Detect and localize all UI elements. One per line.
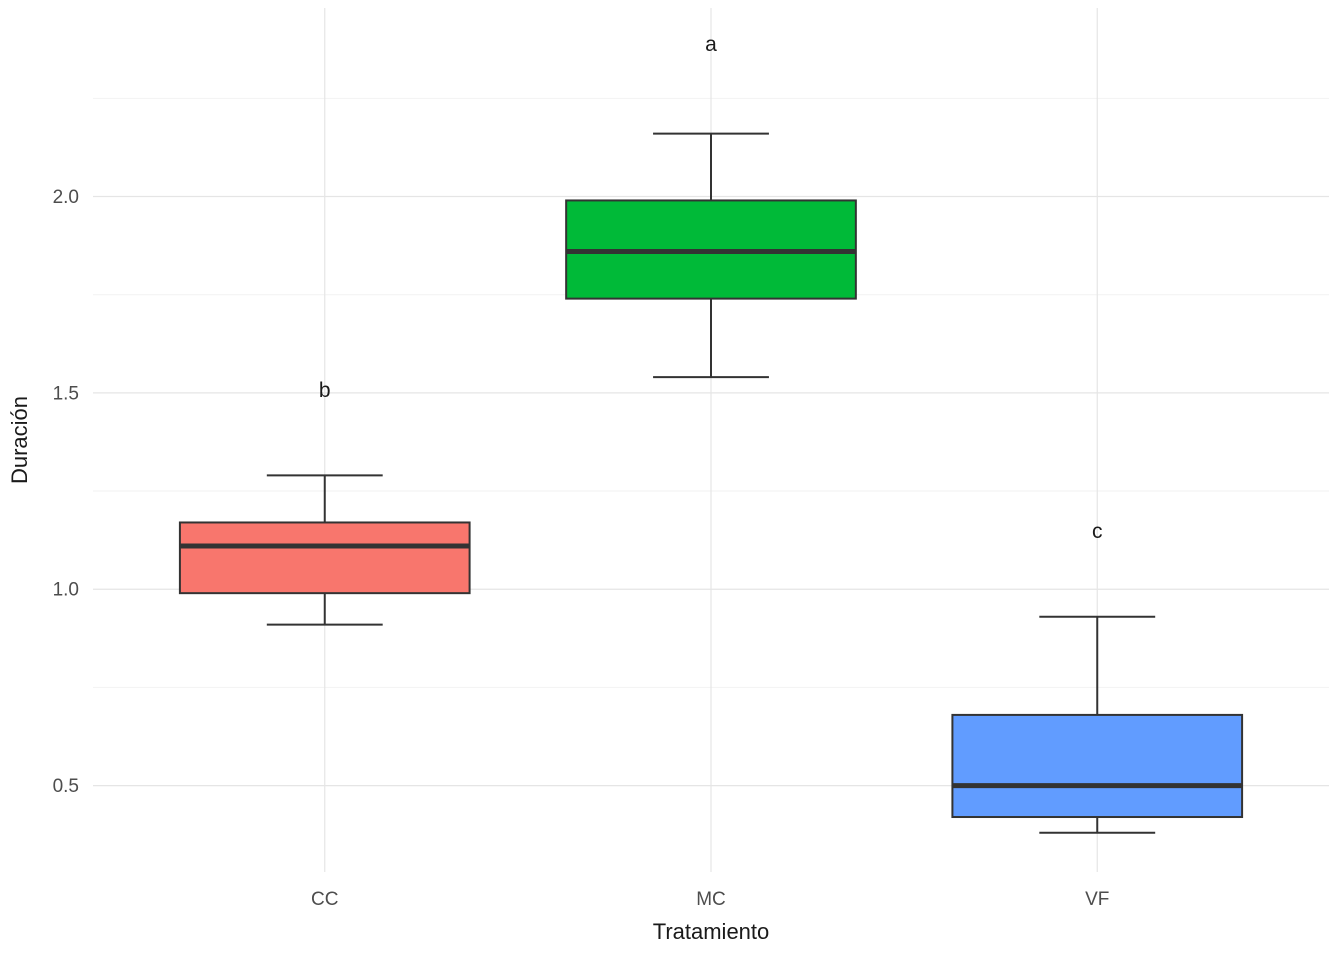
y-tick-label-0.5: 0.5	[53, 776, 79, 797]
box-CC	[178, 521, 471, 595]
x-tick-label-VF: VF	[1085, 889, 1109, 910]
significance-letter-MC: a	[705, 33, 717, 56]
x-axis-title: Tratamiento	[653, 919, 770, 944]
x-tick-label-MC: MC	[696, 889, 726, 910]
box-VF	[951, 713, 1244, 819]
y-tick-label-1.0: 1.0	[53, 580, 79, 601]
x-tick-label-CC: CC	[311, 889, 338, 910]
y-tick-label-2.0: 2.0	[53, 187, 79, 208]
y-axis-title: Duración	[7, 396, 32, 484]
y-tick-label-1.5: 1.5	[53, 383, 79, 404]
significance-letter-VF: c	[1092, 520, 1103, 543]
significance-letter-CC: b	[319, 379, 331, 402]
